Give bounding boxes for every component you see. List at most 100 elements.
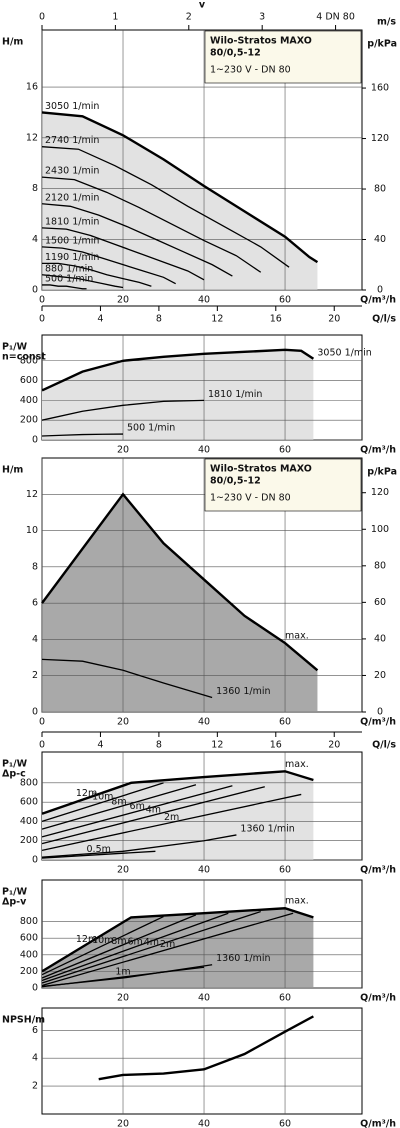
curve [41,111,319,264]
y2-tick-label: 160 [371,83,389,94]
x-axis-label: Q/m³/h [360,717,396,728]
curve [41,785,233,838]
curve-label: 1500 1/min [45,235,99,246]
chart-subtitle: 1~230 V - DN 80 [210,493,291,504]
y-tick-label: 16 [26,82,38,93]
x-tick-label: 0 [39,717,45,728]
x-tick-label: 40 [198,865,210,876]
curve [41,492,319,672]
tick-label: 12 [211,740,223,751]
area [42,771,314,860]
curve-label: max. [285,631,309,642]
curve-label: 12m [76,934,97,945]
x-tick-label: 20 [117,295,129,306]
x-tick-label: 20 [117,445,129,456]
curve [41,782,164,823]
axis-title: Q/l/s [372,740,396,751]
y-tick-label: 0 [32,435,38,446]
tick-label: 16 [270,314,282,325]
y2-tick-label: 120 [371,487,389,498]
curve-label: 500 1/min [127,423,175,434]
chart-title: 80/0,5-12 [210,48,261,59]
y-tick-label: 0 [32,285,38,296]
y-axis-label: Δp-c [2,769,26,780]
y2-tick-label: 40 [374,234,386,245]
y-tick-label: 400 [20,816,38,827]
curve [41,850,156,859]
tick-label: 12 [211,314,223,325]
curve-label: 500 1/min [45,273,93,284]
y2-tick-label: 80 [374,184,386,195]
tick-label: 0 [39,12,45,23]
tick-label: 1 [112,12,118,23]
curve [41,348,315,392]
curve-label: 3050 1/min [317,347,371,358]
curve [41,399,205,421]
y-axis-label: P₁/W [2,759,28,770]
curve [42,262,152,287]
curve-label: 1190 1/min [45,252,99,263]
curve [41,433,124,437]
x-tick-label: 40 [198,993,210,1004]
y-tick-label: 600 [20,797,38,808]
curve [41,834,237,858]
curve [41,793,302,851]
tick-label: 2 [186,12,192,23]
curve [41,784,197,830]
curve-label: 1360 1/min [216,953,270,964]
y-tick-label: 800 [20,916,38,927]
curve-label: 6m [130,801,145,812]
curve [41,910,261,984]
curve-label: 2740 1/min [45,135,99,146]
curve-label: max. [285,896,309,907]
x-tick-label: 60 [279,295,291,306]
curve [41,176,262,273]
y-tick-label: 4 [32,1053,38,1064]
x-tick-label: 60 [279,445,291,456]
area [42,908,314,988]
x-tick-label: 0 [39,295,45,306]
curve [41,782,132,815]
y2-tick-label: 100 [371,524,389,535]
y2-tick-label: 20 [374,670,386,681]
x-tick-label: 20 [117,865,129,876]
y-tick-label: 6 [32,598,38,609]
y-axis-label: NPSH/m [2,1015,45,1026]
tick-label: 4 DN 80 [316,12,355,23]
curve-label: 4m [144,937,159,948]
tick-label: 3 [259,12,265,23]
y-tick-label: 12 [26,489,38,500]
y-tick-label: 10 [26,525,38,536]
y2-tick-label: 60 [374,597,386,608]
x-tick-label: 20 [117,993,129,1004]
curve-label: 1360 1/min [216,686,270,697]
curve-label: 4m [146,805,161,816]
info-box [204,458,362,512]
curve [41,916,132,972]
y-tick-label: 6 [32,1025,38,1036]
curve-label: 6m [128,936,143,947]
y-tick-label: 2 [32,1081,38,1092]
x-tick-label: 60 [279,1119,291,1128]
y-axis-label: H/m [2,465,23,476]
curve-label: 8m [111,796,126,807]
y2-tick-label: 80 [374,560,386,571]
y-axis-label: P₁/W [2,342,28,353]
x-tick-label: 20 [117,717,129,728]
curve-label: 2430 1/min [45,166,99,177]
y-tick-label: 600 [20,933,38,944]
y2-tick-label: 120 [371,133,389,144]
axis-title: Q/l/s [372,314,396,325]
y2-tick-label: 0 [377,707,383,718]
axis-title: v [199,0,206,11]
y-tick-label: 800 [20,777,38,788]
x-tick-label: 40 [198,445,210,456]
y2-tick-label: 40 [374,633,386,644]
curve-label: 2m [160,939,175,950]
tick-label: 4 [97,314,103,325]
y-tick-label: 4 [32,634,38,645]
area [42,349,314,440]
y-tick-label: 200 [20,415,38,426]
y-tick-label: 12 [26,132,38,143]
curve-label: 12m [76,788,97,799]
